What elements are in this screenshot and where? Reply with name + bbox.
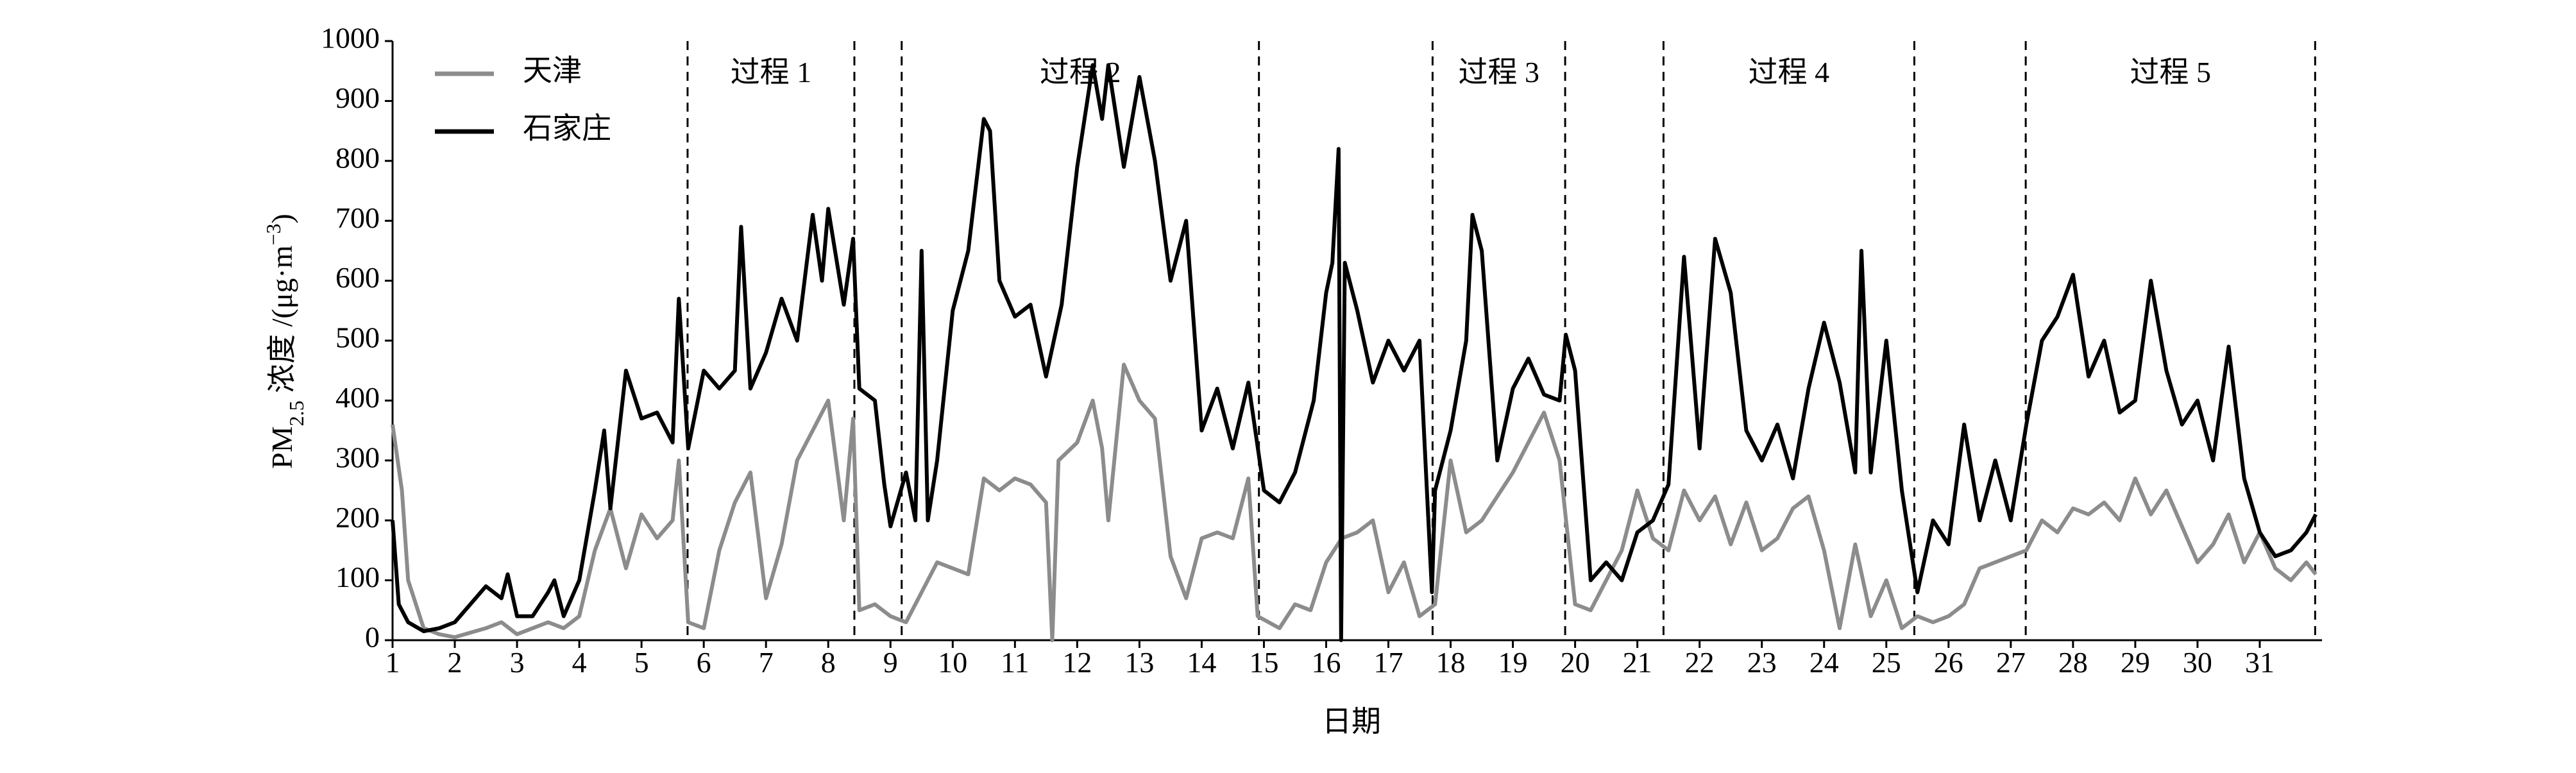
y-tick-label: 100 bbox=[335, 561, 380, 593]
y-tick-label: 200 bbox=[335, 501, 380, 534]
x-tick-label: 12 bbox=[1062, 646, 1092, 679]
x-tick-label: 22 bbox=[1685, 646, 1715, 679]
x-tick-label: 24 bbox=[1809, 646, 1839, 679]
x-tick-label: 5 bbox=[634, 646, 649, 679]
y-tick-label: 800 bbox=[335, 141, 380, 174]
x-tick-label: 1 bbox=[386, 646, 400, 679]
x-tick-label: 27 bbox=[1996, 646, 2026, 679]
x-tick-label: 31 bbox=[2245, 646, 2275, 679]
x-tick-label: 29 bbox=[2121, 646, 2150, 679]
process-label: 过程 4 bbox=[1749, 56, 1830, 89]
x-tick-label: 17 bbox=[1374, 646, 1403, 679]
x-tick-label: 2 bbox=[448, 646, 462, 679]
y-tick-label: 300 bbox=[335, 441, 380, 473]
x-tick-label: 30 bbox=[2183, 646, 2212, 679]
process-label: 过程 3 bbox=[1458, 56, 1539, 89]
legend-label: 天津 bbox=[523, 55, 582, 87]
process-label: 过程 1 bbox=[731, 56, 812, 89]
process-label: 过程 5 bbox=[2130, 56, 2211, 89]
y-label-part: −3 bbox=[262, 223, 285, 245]
x-tick-label: 14 bbox=[1187, 646, 1216, 679]
y-tick-label: 900 bbox=[335, 81, 380, 114]
x-axis-label: 日期 bbox=[1322, 705, 1381, 738]
x-tick-label: 18 bbox=[1436, 646, 1466, 679]
legend-label: 石家庄 bbox=[523, 112, 611, 145]
y-axis-label: PM2.5 浓度 /(μg·m−3) bbox=[262, 214, 308, 469]
x-tick-label: 13 bbox=[1124, 646, 1154, 679]
y-label-part: 浓度 /(μg·m bbox=[266, 245, 298, 400]
y-tick-label: 600 bbox=[335, 261, 380, 294]
y-tick-label: 500 bbox=[335, 321, 380, 354]
x-tick-label: 10 bbox=[938, 646, 967, 679]
series-line bbox=[391, 362, 2318, 642]
y-tick-label: 1000 bbox=[321, 22, 380, 55]
x-tick-label: 16 bbox=[1311, 646, 1341, 679]
x-tick-label: 6 bbox=[697, 646, 711, 679]
y-label-part: PM bbox=[266, 426, 298, 468]
x-tick-label: 11 bbox=[1001, 646, 1029, 679]
x-tick-label: 3 bbox=[510, 646, 525, 679]
x-tick-label: 8 bbox=[821, 646, 836, 679]
x-tick-label: 25 bbox=[1872, 646, 1901, 679]
x-tick-label: 7 bbox=[759, 646, 774, 679]
x-tick-label: 15 bbox=[1249, 646, 1278, 679]
x-tick-label: 9 bbox=[883, 646, 898, 679]
y-tick-label: 700 bbox=[335, 201, 380, 234]
x-tick-label: 23 bbox=[1747, 646, 1777, 679]
x-tick-label: 21 bbox=[1623, 646, 1652, 679]
y-tick-label: 0 bbox=[365, 621, 380, 654]
x-tick-label: 20 bbox=[1561, 646, 1590, 679]
x-tick-label: 19 bbox=[1498, 646, 1528, 679]
y-label-part: 2.5 bbox=[285, 400, 308, 426]
x-tick-label: 4 bbox=[572, 646, 587, 679]
y-tick-label: 400 bbox=[335, 381, 380, 414]
x-tick-label: 26 bbox=[1934, 646, 1963, 679]
x-tick-label: 28 bbox=[2058, 646, 2088, 679]
y-label-part: ) bbox=[266, 214, 298, 223]
series-line bbox=[391, 63, 2318, 642]
